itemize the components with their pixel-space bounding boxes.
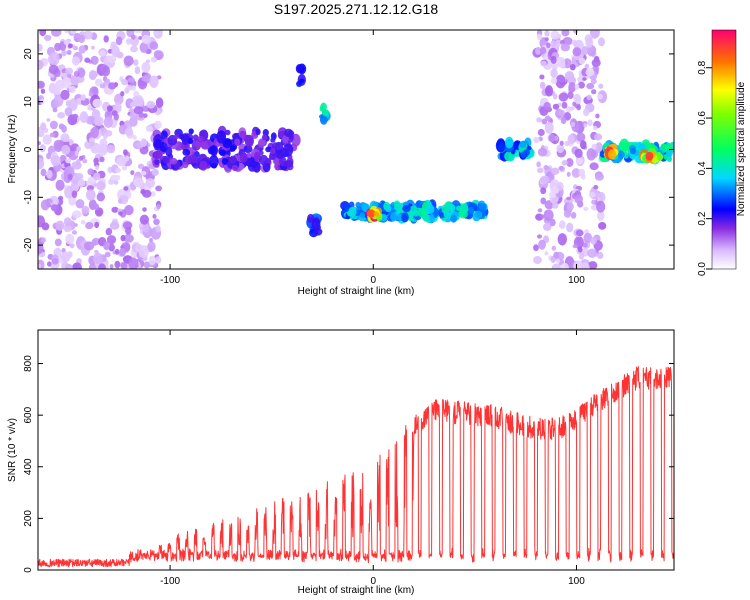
spectrogram-x-tick-label: 100 xyxy=(568,275,585,286)
snr-x-tick-label: 100 xyxy=(568,576,585,587)
snr-y-tick-label: 800 xyxy=(23,355,34,372)
spectrogram-feature-signal-segment-3 xyxy=(495,136,535,162)
colorbar-tick-label: 0.2 xyxy=(697,211,708,225)
snr-panel: -100 0 100 0 200 400 600 800 Height of straight… xyxy=(7,329,675,596)
snr-y-tick-label: 0 xyxy=(23,567,34,573)
spectrogram-feature-peak-1 xyxy=(366,205,383,223)
spectrogram-feature-peak-2 xyxy=(603,143,619,160)
snr-x-tick-label: 0 xyxy=(370,576,376,587)
spectrogram-y-tick-label: -20 xyxy=(23,237,34,252)
snr-frame xyxy=(37,329,675,571)
spectrogram-y-label: Frequency (Hz) xyxy=(7,115,18,184)
colorbar-tick-label: 0.0 xyxy=(697,262,708,276)
snr-series-line xyxy=(38,366,674,568)
colorbar: 0.0 0.2 0.4 0.6 0.8 Normalized spectral ampl… xyxy=(697,29,747,276)
snr-x-label: Height of straight line (km) xyxy=(298,585,415,596)
figure-title: S197.2025.271.12.12.G18 xyxy=(274,1,438,17)
colorbar-tick-label: 0.8 xyxy=(697,60,708,74)
spectrogram-feature-blob-a xyxy=(295,63,307,87)
spectrogram-feature-noise-band-mid xyxy=(532,30,608,269)
snr-y-label: SNR (10 * v/v) xyxy=(7,418,18,482)
spectrogram-y-tick-label: 0 xyxy=(23,146,34,152)
spectrogram-y-tick-label: 20 xyxy=(23,48,34,60)
spectrogram-feature-blob-b xyxy=(319,102,331,125)
snr-y-tick-label: 400 xyxy=(23,458,34,475)
colorbar-label: Normalized spectral amplitude xyxy=(736,81,747,216)
colorbar-tick-label: 0.4 xyxy=(697,161,708,175)
colorbar-gradient xyxy=(711,29,737,270)
snr-x-tick-label: -100 xyxy=(160,576,180,587)
snr-y-tick-label: 600 xyxy=(23,406,34,423)
spectrogram-x-tick-label: -100 xyxy=(160,275,180,286)
spectrogram-x-label: Height of straight line (km) xyxy=(298,286,415,297)
spectrogram-feature-noise-band-left xyxy=(38,30,164,269)
spectrogram-x-tick-label: 0 xyxy=(370,275,376,286)
snr-y-tick-label: 200 xyxy=(23,510,34,527)
spectrogram-y-tick-label: -10 xyxy=(23,190,34,205)
colorbar-tick-label: 0.6 xyxy=(697,111,708,125)
spectrogram-y-tick-label: 10 xyxy=(23,96,34,108)
spectrogram-feature-blob-c xyxy=(306,213,323,238)
spectrogram-feature-signal-segment-1 xyxy=(151,125,301,173)
spectrogram-feature-signal-segment-2 xyxy=(340,199,489,224)
spectrogram-feature-peak-3 xyxy=(639,147,664,164)
